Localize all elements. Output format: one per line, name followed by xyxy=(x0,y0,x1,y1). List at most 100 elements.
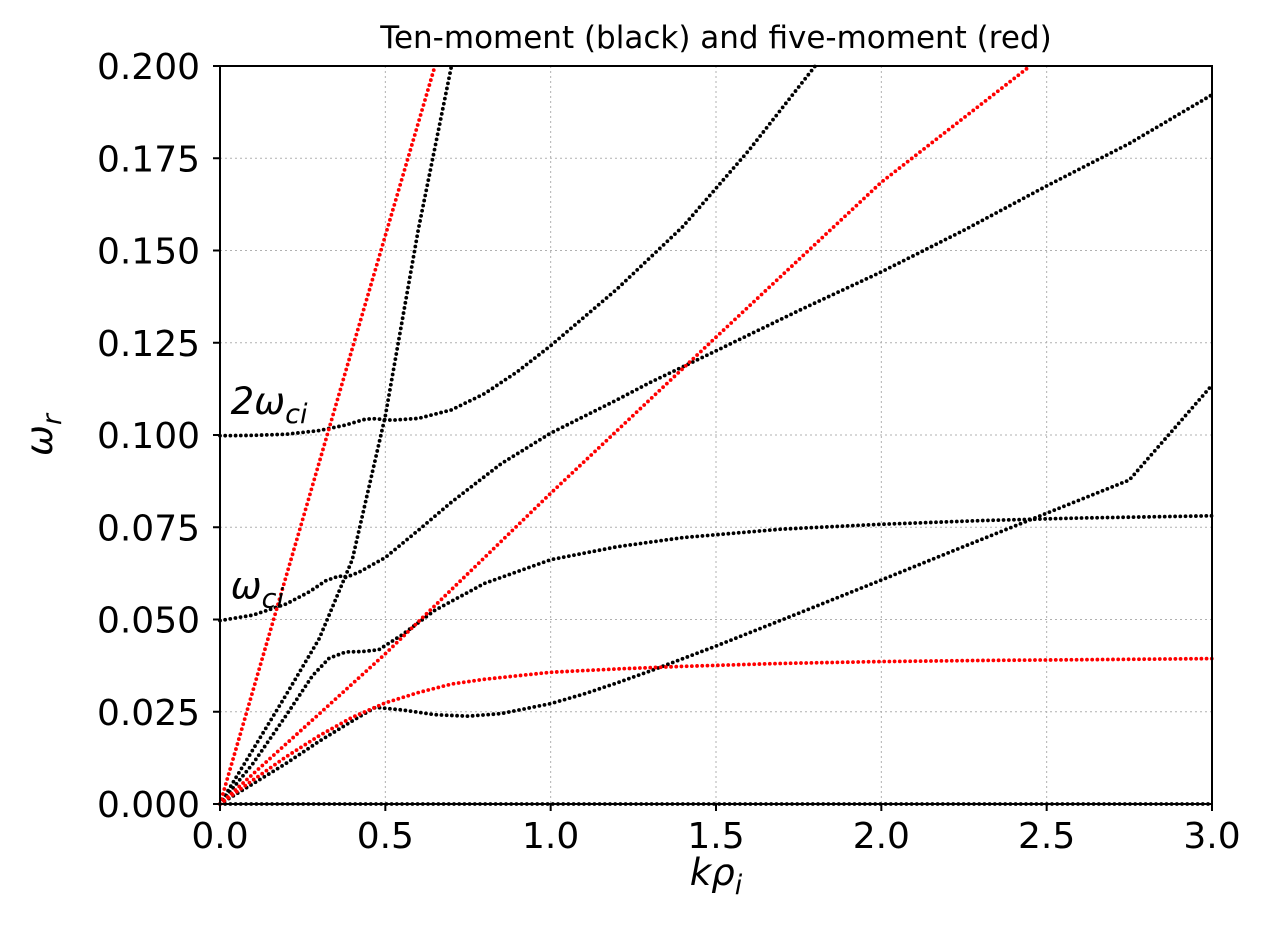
data-point xyxy=(1142,657,1147,662)
data-point xyxy=(547,492,552,497)
data-point xyxy=(323,578,328,583)
data-point xyxy=(248,613,253,618)
data-point xyxy=(783,661,788,666)
data-point xyxy=(960,519,964,524)
data-point xyxy=(520,365,525,370)
data-point xyxy=(583,413,588,418)
data-point xyxy=(778,274,783,279)
data-point xyxy=(316,667,320,672)
data-point xyxy=(980,218,985,223)
data-point xyxy=(382,418,387,423)
y-tick-label: 0.200 xyxy=(97,47,200,88)
data-point xyxy=(986,658,991,663)
data-point xyxy=(793,661,798,666)
data-point xyxy=(497,576,502,580)
data-point xyxy=(403,708,408,713)
data-point xyxy=(670,660,675,665)
data-point xyxy=(241,773,245,778)
data-point xyxy=(399,321,404,326)
data-point xyxy=(469,588,474,593)
data-point xyxy=(835,660,840,665)
data-point xyxy=(612,431,616,436)
data-point xyxy=(253,612,258,617)
data-point xyxy=(608,435,613,440)
data-point xyxy=(1207,386,1212,391)
data-point xyxy=(892,263,897,268)
data-point xyxy=(445,86,449,91)
data-point xyxy=(700,534,705,538)
data-point xyxy=(1018,521,1023,526)
data-point xyxy=(449,713,454,718)
data-point xyxy=(593,408,598,413)
data-point xyxy=(866,523,871,527)
data-point xyxy=(510,528,515,533)
data-point xyxy=(1052,508,1057,513)
data-point xyxy=(441,684,446,689)
data-point xyxy=(472,678,476,683)
data-point xyxy=(893,572,898,577)
data-point xyxy=(412,249,417,254)
data-point xyxy=(998,208,1003,213)
data-point xyxy=(897,659,902,664)
data-point xyxy=(461,680,466,685)
data-point xyxy=(616,397,621,402)
data-point xyxy=(918,520,923,525)
data-point xyxy=(654,539,658,544)
data-point xyxy=(258,735,263,740)
data-point xyxy=(299,745,303,750)
data-point xyxy=(447,76,451,81)
data-point xyxy=(772,620,777,625)
data-point xyxy=(438,117,443,121)
data-point xyxy=(1000,86,1004,90)
data-point xyxy=(352,420,356,425)
data-point xyxy=(796,611,801,616)
data-point xyxy=(950,124,955,129)
data-point xyxy=(1118,146,1123,150)
data-point xyxy=(444,504,449,508)
data-point xyxy=(926,143,931,148)
data-point xyxy=(1139,464,1143,469)
data-point xyxy=(384,408,389,413)
data-point xyxy=(728,170,733,174)
data-point xyxy=(257,777,262,782)
data-point xyxy=(975,220,980,225)
data-point xyxy=(975,518,980,523)
data-point xyxy=(406,285,410,290)
data-point xyxy=(1163,120,1168,124)
data-point xyxy=(913,521,918,525)
data-point xyxy=(388,382,393,387)
data-point xyxy=(430,157,435,162)
data-point xyxy=(1128,476,1133,481)
data-point xyxy=(723,344,728,349)
data-point xyxy=(439,112,444,116)
data-point xyxy=(385,554,389,558)
data-point xyxy=(987,95,992,100)
data-point xyxy=(585,456,590,461)
data-point xyxy=(731,166,736,170)
data-point xyxy=(327,613,331,617)
data-point xyxy=(523,673,528,677)
data-point xyxy=(690,534,694,539)
data-point xyxy=(623,420,628,425)
data-point xyxy=(1116,657,1121,662)
data-point xyxy=(329,417,334,422)
data-point xyxy=(695,534,700,539)
data-point xyxy=(271,731,276,736)
data-point xyxy=(1040,186,1044,191)
data-point xyxy=(676,370,681,375)
data-point xyxy=(289,557,293,562)
data-point xyxy=(1058,516,1063,521)
data-point xyxy=(323,437,328,442)
data-point xyxy=(297,527,302,532)
data-point xyxy=(596,667,601,672)
data-point xyxy=(861,523,866,528)
data-point xyxy=(439,713,444,717)
data-point xyxy=(719,346,723,351)
series-ten-moment xyxy=(218,513,1214,806)
data-point xyxy=(301,749,306,754)
data-point xyxy=(390,639,395,643)
data-point xyxy=(290,431,295,436)
data-point xyxy=(418,219,422,223)
data-point xyxy=(420,208,425,213)
data-point xyxy=(836,290,840,295)
